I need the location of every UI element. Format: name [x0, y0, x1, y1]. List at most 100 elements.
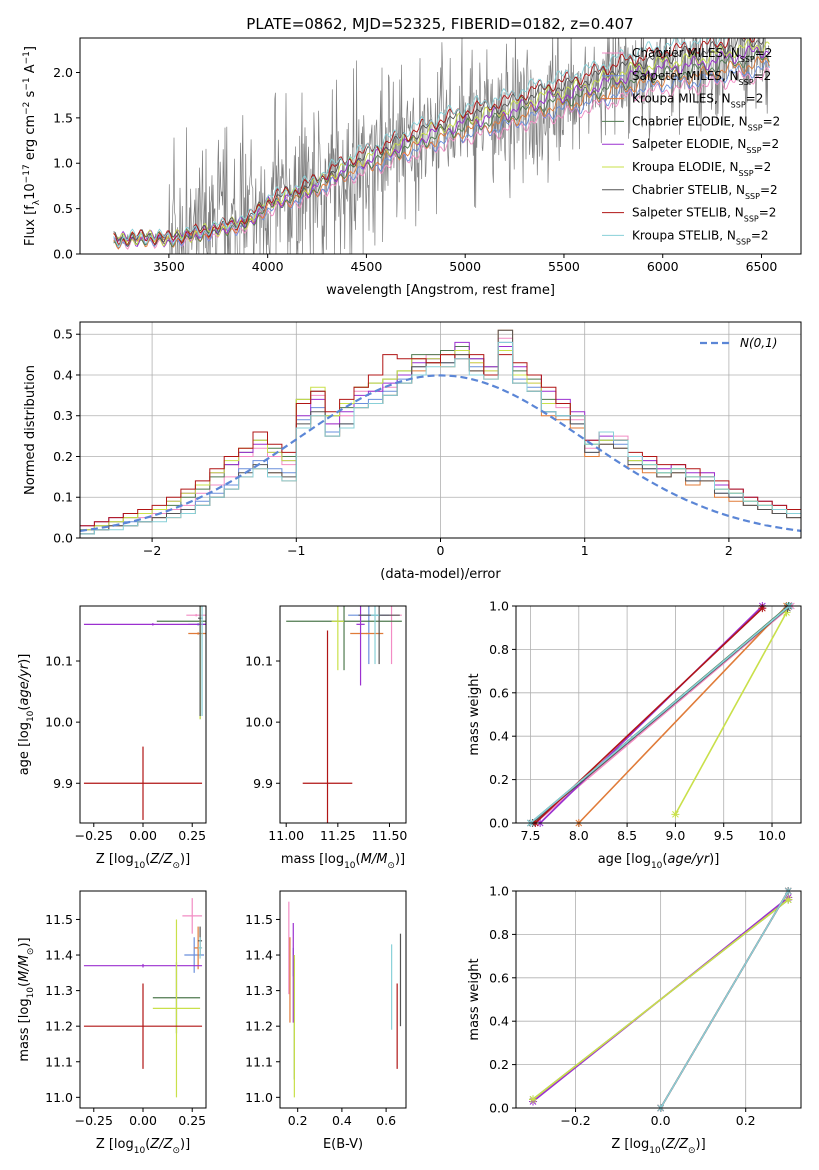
y-tick-label: 0.5 — [53, 201, 73, 216]
label-part: mass [log — [281, 852, 344, 867]
y-axis-label: Flux [fλ10−17 erg cm−2 s−1 A−1] — [22, 46, 42, 246]
x-tick-label: 4000 — [252, 259, 284, 274]
y-tick-label: 11.2 — [45, 1019, 73, 1034]
label-part: −1 — [22, 77, 32, 90]
legend-text: Salpeter MILES, N — [632, 69, 739, 83]
y-tick-label: 0.4 — [53, 367, 73, 382]
x-tick-label: 11.50 — [372, 828, 408, 843]
label-part: Z/Z — [149, 852, 173, 867]
label-part: Z [log — [96, 1137, 134, 1152]
legend-sub: SSP — [739, 77, 754, 86]
x-tick-label: 11.00 — [268, 828, 304, 843]
x-tick-label: 8.0 — [569, 828, 589, 843]
y-tick-label: 10.1 — [245, 654, 273, 669]
y-tick-label: 0.6 — [489, 970, 509, 985]
y-tick-label: 11.5 — [245, 912, 273, 927]
x-axis-label: wavelength [Angstrom, rest frame] — [326, 283, 555, 298]
x-axis-label: (data-model)/error — [380, 567, 501, 582]
y-tick-label: 9.9 — [53, 776, 73, 791]
label-part: M/M — [361, 852, 388, 867]
y-axis-label: Z [log10(Z/Z⊙)] — [96, 852, 190, 871]
label-part: Z [log — [611, 1137, 649, 1152]
label-part: Z [log — [96, 852, 134, 867]
cumulative-weight-line — [539, 605, 763, 824]
legend-text: =2 — [751, 228, 769, 242]
normal-curve-line — [79, 374, 802, 532]
legend-sub: SSP — [744, 214, 759, 223]
label-part: ( — [662, 852, 667, 867]
legend-label: Chabrier ELODIE, NSSP=2 — [632, 114, 780, 131]
label-part: age [log — [17, 722, 32, 775]
label-part: −17 — [22, 164, 32, 183]
legend-text: =2 — [755, 46, 773, 60]
y-tick-label: 1.0 — [53, 156, 73, 171]
legend-label: Kroupa STELIB, NSSP=2 — [632, 228, 769, 246]
label-part: mass [log — [17, 998, 32, 1061]
y-tick-label: 0.8 — [489, 927, 509, 942]
y-axis-label: Z [log10(Z/Z⊙)] — [611, 1137, 705, 1156]
x-tick-label: −1 — [287, 543, 305, 558]
y-axis-label: age [log10(age/yr)] — [598, 852, 720, 871]
spectrum-panel: 3500 4000 4500 5000 5500 6000 6500 0.0 0.5 1.0 1.5… — [22, 37, 802, 298]
y-tick-label: 0.3 — [53, 408, 73, 423]
y-tick-label: 1.0 — [489, 599, 509, 614]
legend-label: N(0,1) — [740, 336, 777, 350]
legend-text: Salpeter STELIB, N — [632, 206, 744, 220]
label-part: )] — [696, 1137, 706, 1152]
y-axis-label: Z [log10(Z/Z⊙)] — [96, 1137, 190, 1156]
y-tick-label: 11.5 — [45, 912, 73, 927]
axes-frame — [79, 37, 802, 255]
y-tick-label: 11.3 — [245, 983, 273, 998]
label-part: A — [23, 64, 38, 77]
legend-sub: SSP — [745, 191, 760, 200]
label-part: age/yr — [667, 852, 710, 867]
x-tick-label: 0.0 — [651, 1113, 671, 1128]
x-tick-label: 9.5 — [714, 828, 734, 843]
label-part: ⊙ — [172, 1146, 180, 1156]
legend-label: Salpeter STELIB, NSSP=2 — [632, 206, 776, 224]
legend-label: Salpeter ELODIE, NSSP=2 — [632, 137, 779, 155]
mass-vs-metallicity-panel: −0.25 0.00 0.25 11.0 11.1 11.2 11.3 11.4 11.5 Z [… — [17, 890, 207, 1156]
y-tick-label: 1.0 — [489, 884, 509, 899]
star-marker — [782, 608, 791, 617]
cumulative-weight-line — [674, 612, 788, 815]
y-axis-label: mass [log10(M/M⊙)] — [17, 937, 36, 1061]
label-part: Flux [f — [23, 205, 38, 246]
x-tick-label: 0.00 — [129, 828, 157, 843]
x-tick-label: 7.5 — [521, 828, 541, 843]
legend-text: =2 — [761, 137, 779, 151]
label-part: ⊙ — [172, 861, 180, 871]
x-tick-label: 9.0 — [665, 828, 685, 843]
label-part: Z/Z — [149, 1137, 173, 1152]
label-part: )] — [180, 1137, 190, 1152]
star-marker — [758, 604, 767, 613]
label-part: 10 — [134, 1146, 146, 1156]
cumulative-weight-line — [529, 605, 790, 824]
axes-frame — [279, 890, 407, 1109]
x-tick-label: 0.25 — [178, 828, 206, 843]
x-tick-label: 0.4 — [332, 1113, 352, 1128]
label-part: 10 — [23, 183, 38, 200]
axes-frame — [79, 321, 802, 539]
legend-text: =2 — [746, 92, 764, 106]
label-part: )] — [395, 852, 405, 867]
model-spectrum-line — [113, 38, 765, 248]
label-part: 10 — [649, 1146, 661, 1156]
y-axis-label: age [log10(age/yr)] — [17, 654, 36, 776]
x-tick-label: −0.25 — [75, 828, 113, 843]
x-tick-label: 0.2 — [736, 1113, 756, 1128]
y-tick-label: 11.1 — [45, 1054, 73, 1069]
y-tick-label: 11.0 — [245, 1090, 273, 1105]
y-tick-label: 0.8 — [489, 642, 509, 657]
legend-sub: SSP — [748, 123, 763, 132]
figure-title: PLATE=0862, MJD=52325, FIBERID=0182, z=0… — [246, 15, 633, 33]
legend-sub: SSP — [746, 146, 761, 155]
axes-frame — [279, 605, 407, 824]
y-tick-label: 1.5 — [53, 110, 73, 125]
legend-text: =2 — [754, 69, 772, 83]
x-tick-label: 4500 — [351, 259, 383, 274]
model-spectrum-line — [113, 60, 770, 249]
label-part: ( — [661, 1137, 666, 1152]
y-tick-label: 11.3 — [45, 983, 73, 998]
